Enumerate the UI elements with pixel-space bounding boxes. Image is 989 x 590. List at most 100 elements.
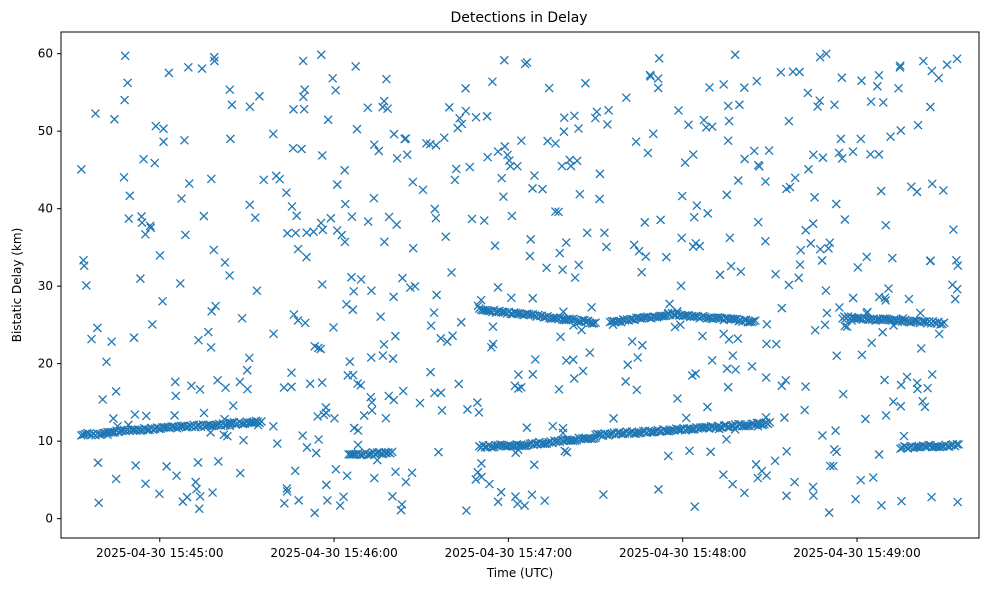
- data-point: [952, 54, 962, 64]
- data-point: [510, 492, 520, 502]
- x-tick-label: 2025-04-30 15:46:00: [270, 546, 397, 560]
- data-point: [456, 317, 466, 327]
- data-point: [444, 102, 454, 112]
- data-point: [313, 412, 323, 421]
- data-point: [141, 479, 150, 489]
- data-point: [476, 458, 486, 468]
- data-point: [840, 321, 850, 331]
- data-point: [730, 424, 740, 434]
- data-point: [486, 342, 496, 352]
- data-point: [206, 174, 216, 184]
- data-point: [476, 295, 486, 305]
- data-point: [862, 308, 872, 318]
- data-point: [916, 343, 926, 353]
- data-point: [595, 194, 605, 204]
- data-point: [874, 149, 884, 159]
- data-point: [484, 479, 494, 489]
- data-point: [366, 286, 376, 296]
- data-point: [225, 421, 235, 431]
- data-point: [770, 456, 780, 466]
- data-point: [878, 97, 888, 107]
- data-point: [574, 124, 583, 134]
- data-point: [119, 172, 129, 182]
- data-point: [705, 82, 714, 92]
- data-point: [431, 140, 441, 150]
- data-point: [402, 150, 412, 160]
- data-point: [920, 402, 930, 412]
- data-point: [461, 106, 471, 116]
- data-point: [310, 508, 320, 518]
- data-point: [822, 308, 832, 318]
- data-point: [697, 312, 706, 322]
- data-point: [179, 135, 189, 145]
- data-point: [331, 85, 341, 95]
- data-point: [309, 227, 319, 237]
- data-point: [111, 386, 121, 396]
- data-point: [753, 473, 763, 483]
- data-point: [734, 100, 744, 110]
- data-point: [159, 137, 168, 147]
- data-point: [559, 127, 569, 137]
- data-point: [219, 430, 229, 440]
- data-point: [637, 267, 647, 277]
- data-point: [821, 286, 831, 296]
- data-point: [954, 439, 964, 449]
- data-point: [363, 217, 373, 227]
- data-point: [570, 436, 580, 446]
- data-point: [172, 471, 182, 481]
- data-point: [342, 299, 351, 309]
- data-point: [332, 180, 342, 190]
- data-point: [426, 321, 436, 331]
- data-point: [381, 413, 391, 423]
- data-point: [436, 333, 446, 343]
- data-point: [506, 293, 516, 303]
- data-point: [292, 211, 302, 221]
- data-point: [561, 238, 571, 248]
- data-point: [662, 426, 672, 436]
- data-point: [554, 207, 564, 217]
- y-tick-label: 60: [38, 47, 53, 61]
- data-point: [897, 496, 906, 506]
- data-point: [268, 421, 278, 431]
- data-point: [698, 331, 707, 341]
- data-point: [730, 50, 740, 60]
- data-point: [287, 382, 296, 392]
- data-point: [723, 136, 733, 146]
- data-point: [236, 418, 246, 428]
- data-point: [239, 435, 248, 445]
- data-point: [745, 317, 755, 327]
- data-point: [92, 323, 102, 333]
- data-point: [752, 76, 762, 86]
- data-point: [355, 450, 365, 460]
- data-point: [641, 252, 651, 262]
- data-point: [388, 354, 398, 364]
- data-point: [828, 461, 838, 471]
- data-point: [300, 85, 310, 95]
- data-point: [381, 74, 391, 84]
- data-point: [748, 316, 758, 326]
- data-point: [884, 284, 893, 294]
- data-point: [497, 173, 507, 183]
- data-point: [348, 370, 358, 380]
- data-point: [548, 421, 558, 431]
- data-point: [565, 155, 575, 165]
- data-point: [633, 428, 643, 438]
- data-point: [560, 446, 570, 456]
- data-point: [507, 211, 517, 221]
- data-point: [389, 129, 399, 139]
- data-point: [245, 102, 255, 112]
- data-point: [259, 175, 269, 185]
- data-point: [125, 191, 135, 201]
- data-point: [520, 501, 530, 511]
- data-point: [632, 385, 642, 395]
- data-point: [838, 389, 848, 399]
- data-point: [372, 455, 382, 465]
- data-point: [184, 179, 194, 189]
- data-point: [430, 388, 439, 398]
- data-point: [912, 384, 922, 394]
- data-point: [761, 373, 771, 383]
- data-point: [193, 458, 203, 467]
- data-point: [415, 398, 425, 408]
- data-point: [675, 320, 685, 330]
- data-point: [418, 185, 428, 195]
